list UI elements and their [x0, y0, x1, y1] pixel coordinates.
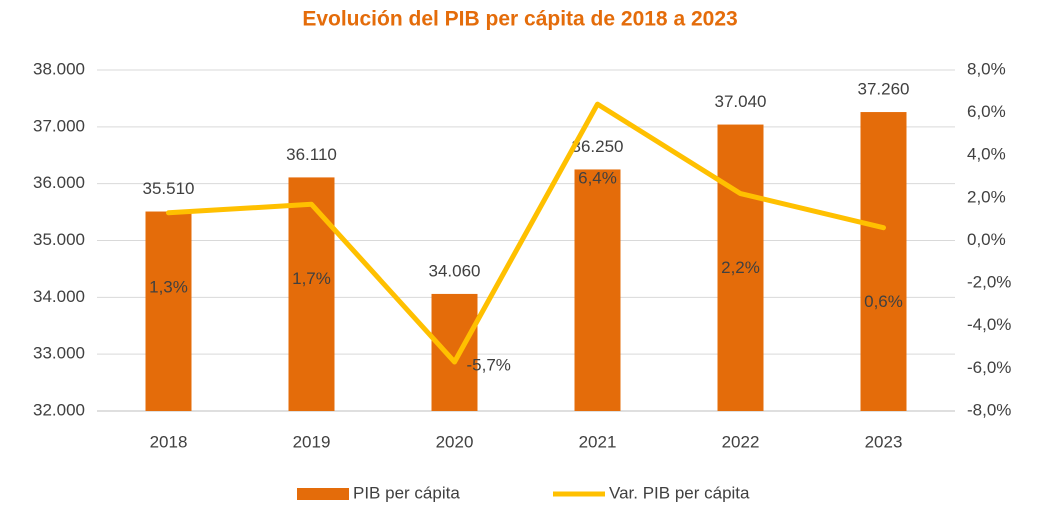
- bar: [288, 177, 335, 411]
- x-tick-label: 2019: [293, 432, 331, 451]
- bar-value-label: 37.260: [858, 80, 910, 99]
- bar: [145, 211, 192, 411]
- line-value-label: 1,3%: [149, 277, 188, 296]
- y-tick-label: 33.000: [33, 344, 85, 363]
- y-tick-label: 37.000: [33, 116, 85, 135]
- legend-label: PIB per cápita: [353, 483, 460, 502]
- bar: [860, 112, 907, 411]
- y-tick-label: 34.000: [33, 287, 85, 306]
- y2-tick-label: 0,0%: [967, 230, 1006, 249]
- x-tick-label: 2018: [150, 432, 188, 451]
- y2-tick-label: -4,0%: [967, 315, 1011, 334]
- legend-label: Var. PIB per cápita: [609, 483, 750, 502]
- line-value-label: 2,2%: [721, 258, 760, 277]
- y2-tick-label: 2,0%: [967, 187, 1006, 206]
- bar-value-label: 37.040: [715, 92, 767, 111]
- line-value-label: 0,6%: [864, 292, 903, 311]
- bar: [431, 293, 478, 411]
- line-value-label: -5,7%: [467, 355, 511, 374]
- y-tick-label: 35.000: [33, 230, 85, 249]
- bar: [717, 124, 764, 411]
- x-tick-label: 2021: [579, 432, 617, 451]
- y-tick-label: 36.000: [33, 173, 85, 192]
- bar-value-label: 35.510: [143, 179, 195, 198]
- y2-tick-label: 6,0%: [967, 102, 1006, 121]
- y2-tick-label: -6,0%: [967, 358, 1011, 377]
- x-tick-label: 2022: [722, 432, 760, 451]
- legend-swatch: [297, 488, 349, 500]
- bar-value-label: 36.110: [286, 145, 337, 164]
- bar-value-label: 34.060: [429, 261, 481, 280]
- y2-tick-label: -8,0%: [967, 400, 1011, 419]
- line: [166, 101, 886, 365]
- x-tick-label: 2020: [436, 432, 474, 451]
- x-tick-label: 2023: [865, 432, 903, 451]
- y2-tick-label: 4,0%: [967, 145, 1006, 164]
- y2-tick-label: -2,0%: [967, 273, 1011, 292]
- bar-value-label: 36.250: [572, 137, 624, 156]
- line-value-label: 6,4%: [578, 169, 617, 188]
- line-value-label: 1,7%: [292, 269, 331, 288]
- bar: [574, 169, 621, 411]
- y2-tick-label: 8,0%: [967, 59, 1006, 78]
- y-tick-label: 32.000: [33, 400, 85, 419]
- chart-title: Evolución del PIB per cápita de 2018 a 2…: [302, 8, 737, 31]
- y-tick-label: 38.000: [33, 59, 85, 78]
